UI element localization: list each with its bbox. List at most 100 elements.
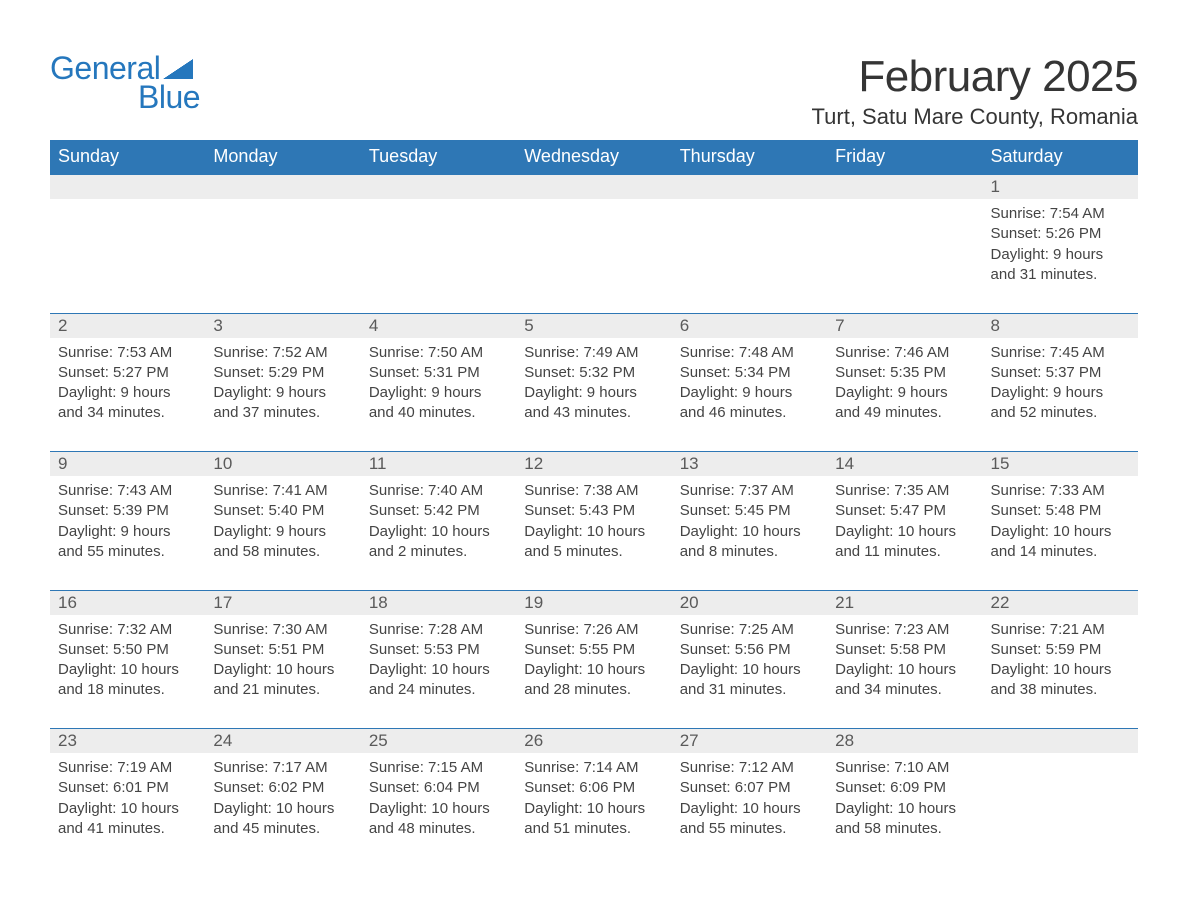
day-number-cell: 16: [50, 590, 205, 615]
day-number-cell: 14: [827, 452, 982, 477]
daylight-text-2: and 55 minutes.: [58, 542, 197, 562]
day-detail-cell: Sunrise: 7:25 AMSunset: 5:56 PMDaylight:…: [672, 615, 827, 703]
sunset-text: Sunset: 6:04 PM: [369, 778, 508, 798]
sunrise-text: Sunrise: 7:14 AM: [524, 758, 663, 778]
sunset-text: Sunset: 5:35 PM: [835, 363, 974, 383]
day-number-cell: 10: [205, 452, 360, 477]
sunset-text: Sunset: 5:45 PM: [680, 501, 819, 521]
day-detail-cell: Sunrise: 7:15 AMSunset: 6:04 PMDaylight:…: [361, 753, 516, 841]
sunset-text: Sunset: 5:42 PM: [369, 501, 508, 521]
day-number-cell: 13: [672, 452, 827, 477]
day-number-cell: 17: [205, 590, 360, 615]
sunset-text: Sunset: 5:26 PM: [991, 224, 1130, 244]
day-number-cell: 26: [516, 729, 671, 754]
day-detail-cell: Sunrise: 7:41 AMSunset: 5:40 PMDaylight:…: [205, 476, 360, 564]
title-block: February 2025 Turt, Satu Mare County, Ro…: [812, 22, 1138, 130]
sunrise-text: Sunrise: 7:48 AM: [680, 343, 819, 363]
daylight-text-2: and 49 minutes.: [835, 403, 974, 423]
daylight-text-1: Daylight: 9 hours: [213, 383, 352, 403]
day-number-cell: 9: [50, 452, 205, 477]
day-number-cell: 27: [672, 729, 827, 754]
day-number-row: 232425262728: [50, 729, 1138, 754]
sunrise-text: Sunrise: 7:25 AM: [680, 620, 819, 640]
day-detail-cell: Sunrise: 7:35 AMSunset: 5:47 PMDaylight:…: [827, 476, 982, 564]
day-number-cell: 22: [983, 590, 1138, 615]
sunset-text: Sunset: 5:32 PM: [524, 363, 663, 383]
sunrise-text: Sunrise: 7:32 AM: [58, 620, 197, 640]
daylight-text-1: Daylight: 10 hours: [213, 660, 352, 680]
empty-detail-cell: [205, 199, 360, 287]
empty-day-cell: [361, 175, 516, 200]
sunset-text: Sunset: 5:50 PM: [58, 640, 197, 660]
daylight-text-1: Daylight: 10 hours: [835, 660, 974, 680]
day-number-cell: 28: [827, 729, 982, 754]
brand-word2: Blue: [138, 79, 200, 116]
sunset-text: Sunset: 5:58 PM: [835, 640, 974, 660]
sunrise-text: Sunrise: 7:37 AM: [680, 481, 819, 501]
weekday-header: Sunday: [50, 140, 205, 175]
sunset-text: Sunset: 5:27 PM: [58, 363, 197, 383]
sunrise-text: Sunrise: 7:50 AM: [369, 343, 508, 363]
daylight-text-1: Daylight: 10 hours: [680, 799, 819, 819]
daylight-text-2: and 11 minutes.: [835, 542, 974, 562]
daylight-text-2: and 38 minutes.: [991, 680, 1130, 700]
sunset-text: Sunset: 5:48 PM: [991, 501, 1130, 521]
day-detail-cell: Sunrise: 7:53 AMSunset: 5:27 PMDaylight:…: [50, 338, 205, 426]
daylight-text-1: Daylight: 10 hours: [213, 799, 352, 819]
day-detail-cell: Sunrise: 7:54 AMSunset: 5:26 PMDaylight:…: [983, 199, 1138, 287]
sunrise-text: Sunrise: 7:21 AM: [991, 620, 1130, 640]
day-number-row: 16171819202122: [50, 590, 1138, 615]
day-detail-cell: Sunrise: 7:52 AMSunset: 5:29 PMDaylight:…: [205, 338, 360, 426]
weekday-header: Saturday: [983, 140, 1138, 175]
daylight-text-2: and 58 minutes.: [213, 542, 352, 562]
day-detail-cell: Sunrise: 7:37 AMSunset: 5:45 PMDaylight:…: [672, 476, 827, 564]
empty-day-cell: [516, 175, 671, 200]
empty-day-cell: [983, 729, 1138, 754]
day-number-cell: 12: [516, 452, 671, 477]
month-title: February 2025: [812, 52, 1138, 102]
weekday-header: Monday: [205, 140, 360, 175]
daylight-text-2: and 51 minutes.: [524, 819, 663, 839]
empty-detail-cell: [361, 199, 516, 287]
empty-detail-cell: [516, 199, 671, 287]
daylight-text-2: and 24 minutes.: [369, 680, 508, 700]
sunrise-text: Sunrise: 7:40 AM: [369, 481, 508, 501]
sunrise-text: Sunrise: 7:26 AM: [524, 620, 663, 640]
daylight-text-1: Daylight: 10 hours: [58, 799, 197, 819]
sunset-text: Sunset: 6:07 PM: [680, 778, 819, 798]
sunrise-text: Sunrise: 7:15 AM: [369, 758, 508, 778]
day-number-cell: 11: [361, 452, 516, 477]
empty-day-cell: [205, 175, 360, 200]
daylight-text-2: and 55 minutes.: [680, 819, 819, 839]
daylight-text-1: Daylight: 10 hours: [835, 799, 974, 819]
day-number-cell: 25: [361, 729, 516, 754]
daylight-text-1: Daylight: 10 hours: [835, 522, 974, 542]
daylight-text-2: and 46 minutes.: [680, 403, 819, 423]
day-detail-cell: Sunrise: 7:49 AMSunset: 5:32 PMDaylight:…: [516, 338, 671, 426]
day-detail-cell: Sunrise: 7:43 AMSunset: 5:39 PMDaylight:…: [50, 476, 205, 564]
daylight-text-2: and 14 minutes.: [991, 542, 1130, 562]
day-number-cell: 24: [205, 729, 360, 754]
day-detail-cell: Sunrise: 7:14 AMSunset: 6:06 PMDaylight:…: [516, 753, 671, 841]
day-detail-row: Sunrise: 7:53 AMSunset: 5:27 PMDaylight:…: [50, 338, 1138, 426]
empty-detail-cell: [827, 199, 982, 287]
sunrise-text: Sunrise: 7:17 AM: [213, 758, 352, 778]
daylight-text-1: Daylight: 9 hours: [369, 383, 508, 403]
week-spacer: [50, 426, 1138, 452]
sunset-text: Sunset: 5:59 PM: [991, 640, 1130, 660]
sunset-text: Sunset: 5:47 PM: [835, 501, 974, 521]
daylight-text-1: Daylight: 10 hours: [524, 799, 663, 819]
daylight-text-1: Daylight: 9 hours: [58, 522, 197, 542]
weekday-header: Thursday: [672, 140, 827, 175]
daylight-text-2: and 43 minutes.: [524, 403, 663, 423]
calendar-table: SundayMondayTuesdayWednesdayThursdayFrid…: [50, 140, 1138, 841]
sunrise-text: Sunrise: 7:23 AM: [835, 620, 974, 640]
day-detail-cell: Sunrise: 7:38 AMSunset: 5:43 PMDaylight:…: [516, 476, 671, 564]
day-detail-cell: Sunrise: 7:40 AMSunset: 5:42 PMDaylight:…: [361, 476, 516, 564]
day-number-cell: 23: [50, 729, 205, 754]
day-number-cell: 15: [983, 452, 1138, 477]
empty-day-cell: [827, 175, 982, 200]
sunrise-text: Sunrise: 7:54 AM: [991, 204, 1130, 224]
daylight-text-2: and 8 minutes.: [680, 542, 819, 562]
sunrise-text: Sunrise: 7:28 AM: [369, 620, 508, 640]
